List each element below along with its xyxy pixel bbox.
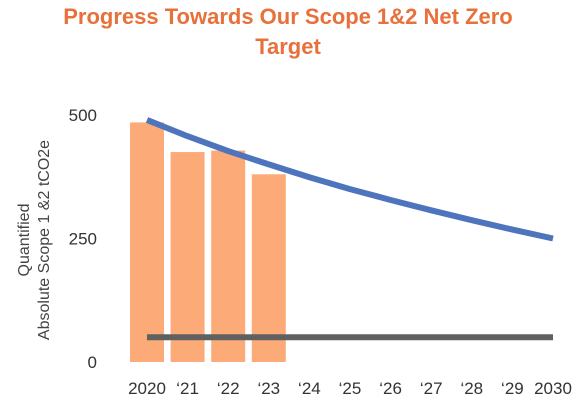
- x-tick-label-7: ‘27: [420, 379, 443, 398]
- x-tick-label-0: 2020: [128, 379, 166, 398]
- plot-area: 0 250 500 2020 ‘21 ‘22 ‘23 ‘24 ‘25 ‘26 ‘27 ‘28 ‘29 20…: [69, 106, 572, 398]
- chart-title-line-1: Progress Towards Our Scope 1&2 Net Zero: [63, 4, 513, 29]
- x-tick-label-3: ‘23: [257, 379, 280, 398]
- chart-title: Progress Towards Our Scope 1&2 Net Zero …: [0, 2, 576, 62]
- y-tick-label-1: 250: [69, 230, 97, 249]
- x-tick-label-5: ‘25: [339, 379, 362, 398]
- x-tick-label-6: ‘26: [379, 379, 402, 398]
- bar-0: [130, 122, 164, 362]
- x-tick-label-8: ‘28: [460, 379, 483, 398]
- x-tick-label-10: 2030: [534, 379, 572, 398]
- bar-1: [170, 152, 205, 362]
- x-tick-label-1: ‘21: [176, 379, 199, 398]
- x-tick-label-9: ‘29: [501, 379, 524, 398]
- x-tick-label-4: ‘24: [298, 379, 321, 398]
- y-tick-label-2: 500: [69, 106, 97, 125]
- bar-3: [251, 174, 286, 362]
- x-tick-label-2: ‘22: [217, 379, 240, 398]
- bar-2: [211, 150, 246, 362]
- series-line-0: [145, 117, 554, 242]
- y-axis-label-line-2: Absolute Scope 1 &2 tCO2e: [36, 140, 53, 340]
- y-axis-label-line-1: Quantified: [16, 204, 33, 277]
- y-tick-label-0: 0: [88, 353, 97, 372]
- chart-title-line-2: Target: [255, 34, 321, 59]
